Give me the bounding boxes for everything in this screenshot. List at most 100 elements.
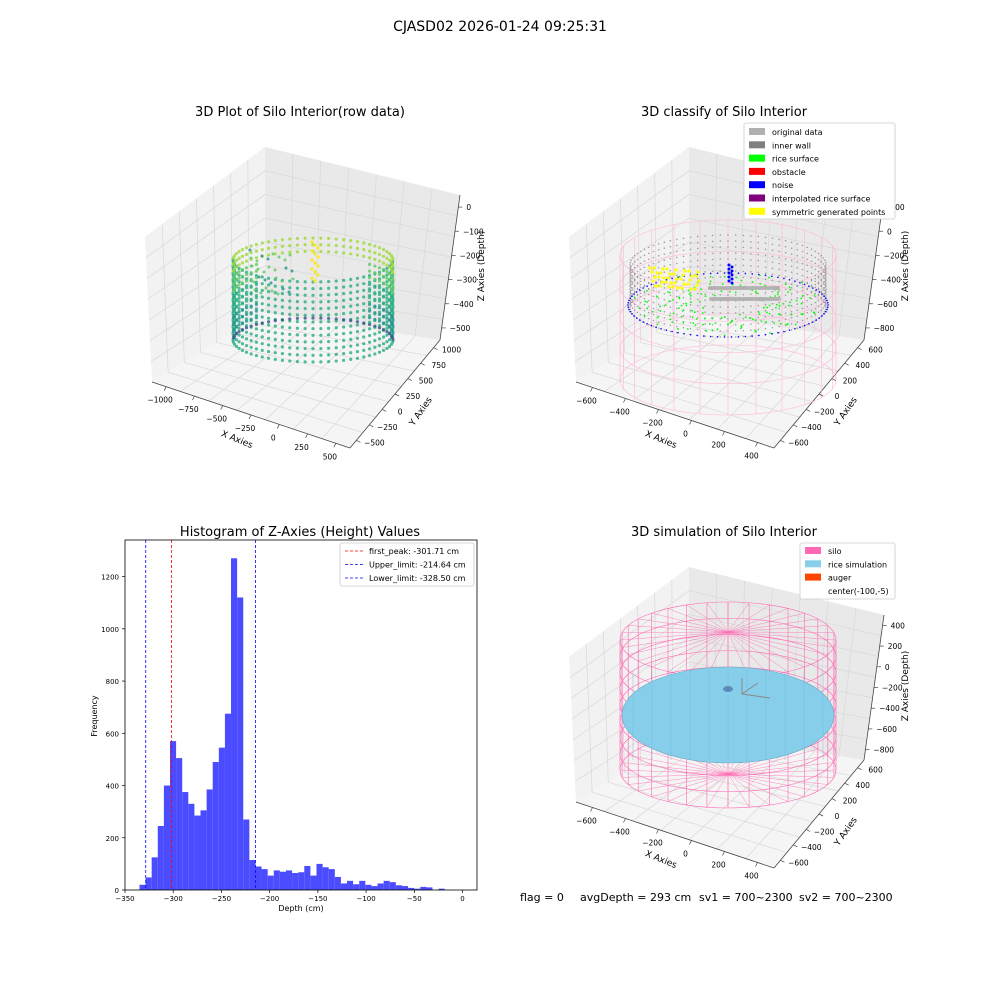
raw-point	[342, 251, 346, 255]
inner-wall-point	[639, 262, 642, 265]
raw-point	[237, 249, 241, 254]
raw-point	[377, 350, 382, 354]
silo-wire-roof	[727, 618, 818, 633]
inner-wall-point	[806, 293, 809, 296]
inner-wall-point	[704, 265, 706, 267]
inner-wall-point	[631, 301, 634, 303]
inner-wall-point	[630, 265, 633, 268]
grid-line	[688, 590, 882, 637]
noise-point	[660, 327, 662, 330]
legend-swatch	[749, 167, 765, 175]
simulation-z-label: Z Axies (Depth)	[901, 651, 911, 722]
grid-line	[608, 781, 800, 838]
inner-wall-point	[784, 269, 787, 272]
raw-point	[319, 293, 323, 297]
inner-wall-point	[682, 326, 685, 329]
raw-point	[260, 248, 264, 252]
inner-wall-point	[784, 294, 787, 297]
inner-wall-point	[643, 278, 646, 281]
inner-wall-point	[764, 254, 767, 257]
raw-point	[373, 304, 377, 308]
histogram-bar	[292, 873, 299, 890]
raw-point	[303, 333, 307, 337]
raw-point	[367, 302, 372, 307]
inner-wall-point	[801, 256, 804, 259]
raw-point	[295, 316, 299, 321]
inner-wall-point	[822, 307, 825, 309]
inner-wall-point	[757, 316, 760, 319]
inner-wall-point	[629, 261, 632, 264]
inner-wall-point	[696, 259, 699, 262]
raw-point	[280, 352, 284, 356]
raw-point	[327, 286, 331, 290]
rice-surface-point	[709, 275, 712, 278]
raw-point	[288, 299, 292, 303]
inner-wall-point	[657, 248, 660, 251]
rice-surface-point	[633, 296, 636, 299]
inner-wall-point	[696, 322, 699, 325]
x-tick-label: −50	[407, 895, 422, 903]
rice-surface-point	[651, 310, 654, 313]
grid-line	[838, 608, 857, 757]
inner-wall-point	[675, 301, 678, 304]
histogram-bar	[218, 747, 225, 890]
raw-point	[311, 327, 315, 331]
y-tick-mark	[857, 347, 862, 351]
noise-point	[758, 334, 760, 337]
inner-wall-point	[639, 313, 642, 316]
inner-wall-point	[810, 315, 813, 318]
silo-wire-floor	[628, 755, 729, 775]
histogram-bar	[285, 870, 293, 890]
inner-wall-point	[682, 255, 685, 258]
inner-wall-point	[663, 265, 666, 267]
grid-line	[264, 328, 366, 420]
y-tick-mark	[780, 439, 785, 443]
raw-point	[385, 283, 389, 287]
y-tick-label: 1000	[442, 346, 461, 355]
raw-point	[387, 305, 392, 309]
symmetric-point	[690, 274, 694, 278]
grid-line	[717, 752, 815, 850]
raw-point	[276, 292, 280, 296]
inner-wall-point	[689, 321, 692, 324]
raw-point	[385, 273, 389, 277]
silo-wire-floor	[727, 773, 805, 798]
raw-point	[334, 346, 338, 350]
raw-point	[377, 312, 382, 317]
raw-point	[287, 290, 291, 294]
histogram-bar	[365, 884, 372, 890]
rice-surface-point	[687, 289, 690, 292]
inner-wall-point	[810, 291, 813, 294]
raw-point	[311, 287, 315, 291]
raw-point	[385, 316, 389, 320]
z-tick-label: −800	[873, 746, 894, 755]
grid-line	[604, 316, 715, 392]
raw-point	[266, 253, 271, 257]
raw-point	[373, 271, 377, 275]
raw-point	[295, 333, 299, 337]
raw-point	[387, 312, 392, 316]
histogram-bar	[169, 741, 177, 890]
inner-wall-point	[771, 273, 774, 276]
inner-wall-point	[814, 286, 817, 289]
inner-wall-point	[823, 301, 826, 304]
raw-point	[381, 294, 386, 298]
histogram-bar	[438, 888, 445, 890]
silo-wire-floor	[619, 769, 729, 775]
rice-surface-point	[688, 293, 691, 296]
raw-point	[288, 253, 292, 257]
inner-wall-point	[719, 306, 722, 308]
rice-surface-point	[672, 299, 674, 301]
noise-point	[703, 273, 705, 275]
grid-line	[414, 188, 433, 337]
inner-wall-point	[643, 303, 646, 306]
inner-wall-point	[824, 285, 827, 288]
inner-wall-point	[757, 235, 760, 238]
rice-surface-point	[720, 290, 723, 293]
raw-point	[387, 278, 392, 282]
inner-wall-point	[790, 259, 793, 261]
inner-wall-point	[778, 250, 781, 253]
silo-wire-roof	[622, 631, 729, 648]
symmetric-point	[654, 284, 658, 288]
